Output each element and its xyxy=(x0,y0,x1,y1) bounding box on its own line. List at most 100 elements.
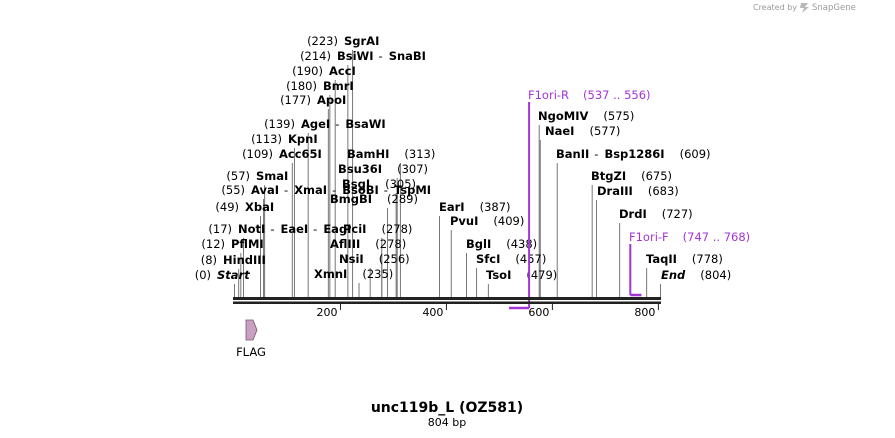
enzyme-name: End xyxy=(661,268,686,282)
enzyme-name: BsiWI xyxy=(337,49,374,63)
enzyme-name: NsiI xyxy=(339,252,364,266)
primer-name: F1ori-R xyxy=(528,88,569,102)
enzyme-name: TsoI xyxy=(486,268,511,282)
site-label: SfcI (457) xyxy=(476,252,546,266)
enzyme-name: Bsu36I xyxy=(338,162,382,176)
site-position: (307) xyxy=(397,162,428,176)
site-label: BtgZI (675) xyxy=(591,169,672,183)
enzyme-name: XmaI xyxy=(294,183,327,197)
site-position: (8) xyxy=(201,253,217,267)
site-label: (190) AccI xyxy=(292,64,356,78)
site-label: (8) HindIII xyxy=(201,253,266,267)
site-label: (177) ApoI xyxy=(280,93,346,107)
site-label: (55) AvaI - XmaI - BsoBI - TspMI xyxy=(221,183,431,197)
enzyme-name: XmnI xyxy=(314,267,347,281)
enzyme-name: ApoI xyxy=(317,93,346,107)
enzyme-name: XbaI xyxy=(245,200,274,214)
site-label: NsiI (256) xyxy=(339,252,410,266)
site-position: (190) xyxy=(292,64,323,78)
site-label: (0) Start xyxy=(195,268,251,282)
site-separator: - xyxy=(379,49,383,63)
site-position: (575) xyxy=(603,109,634,123)
enzyme-name: SfcI xyxy=(476,252,500,266)
site-position: (177) xyxy=(280,93,311,107)
enzyme-name: BmrI xyxy=(323,79,354,93)
enzyme-name: EaeI xyxy=(280,222,308,236)
map-length: 804 bp xyxy=(428,416,466,429)
feature-flag: FLAG xyxy=(236,319,266,359)
site-position: (278) xyxy=(381,222,412,236)
backbone-strand-bottom xyxy=(233,301,661,304)
enzyme-name: AflIII xyxy=(330,237,360,251)
primers: F1ori-R (537 .. 556) F1ori-F (747 .. 768) xyxy=(509,88,750,310)
enzyme-name: EagI xyxy=(323,222,351,236)
site-position: (139) xyxy=(264,117,295,131)
map-title: unc119b_L (OZ581) xyxy=(371,400,523,416)
site-position: (313) xyxy=(404,147,435,161)
enzyme-name: Start xyxy=(217,268,250,282)
enzyme-name: BanII xyxy=(556,147,589,161)
site-position: (113) xyxy=(251,132,282,146)
enzyme-name: AvaI xyxy=(251,183,279,197)
site-position: (289) xyxy=(387,192,418,206)
site-label: End (804) xyxy=(661,268,731,282)
site-label: BamHI (313) xyxy=(347,147,435,161)
enzyme-name: Acc65I xyxy=(279,147,322,161)
site-label: (17) NotI - EaeI - EagI xyxy=(208,222,351,236)
enzyme-name: HindIII xyxy=(223,253,266,267)
snapgene-logo-icon xyxy=(800,3,809,13)
site-separator: - xyxy=(594,147,598,161)
site-position: (0) xyxy=(195,268,211,282)
site-position: (55) xyxy=(221,183,245,197)
site-label: (12) PflMI xyxy=(201,237,263,251)
site-position: (778) xyxy=(692,252,723,266)
enzyme-name: BmgBI xyxy=(330,192,372,206)
site-position: (223) xyxy=(307,34,338,48)
enzyme-name: Bsp1286I xyxy=(604,147,664,161)
enzyme-name: NotI xyxy=(238,222,265,236)
site-separator: - xyxy=(335,117,339,131)
site-position: (609) xyxy=(680,147,711,161)
site-position: (457) xyxy=(515,252,546,266)
sequence-backbone xyxy=(233,297,661,304)
site-position: (727) xyxy=(662,207,693,221)
site-position: (49) xyxy=(215,200,239,214)
site-label: (180) BmrI xyxy=(286,79,354,93)
ruler-tick-label: 800 xyxy=(634,306,655,319)
enzyme-name: NaeI xyxy=(545,124,574,138)
site-label: NaeI (577) xyxy=(545,124,620,138)
features: FLAG xyxy=(236,319,266,359)
site-position: (109) xyxy=(242,147,273,161)
site-label: Bsu36I (307) xyxy=(338,162,428,176)
enzyme-name: BtgZI xyxy=(591,169,626,183)
enzyme-name: EarI xyxy=(439,200,465,214)
site-position: (305) xyxy=(385,177,416,191)
site-separator: - xyxy=(313,222,317,236)
site-separator: - xyxy=(284,183,288,197)
site-label: BmgBI (289) xyxy=(330,192,418,206)
site-label: BanII - Bsp1286I (609) xyxy=(556,147,711,161)
site-label: BglI (438) xyxy=(466,237,537,251)
enzyme-name: DraIII xyxy=(597,184,633,198)
site-position: (278) xyxy=(375,237,406,251)
site-labels: (0) Start(8) HindIII(12) PflMI(17) NotI - EaeI… xyxy=(195,34,732,282)
site-position: (804) xyxy=(700,268,731,282)
site-position: (57) xyxy=(226,169,250,183)
enzyme-name: NgoMIV xyxy=(538,109,588,123)
site-separator: - xyxy=(384,183,388,197)
enzyme-name: BsoBI xyxy=(342,183,379,197)
site-label: (109) Acc65I xyxy=(242,147,322,161)
enzyme-name: PciI xyxy=(343,222,366,236)
site-label: DrdI (727) xyxy=(619,207,693,221)
enzyme-name: SmaI xyxy=(256,169,288,183)
site-position: (438) xyxy=(506,237,537,251)
site-label: (139) AgeI - BsaWI xyxy=(264,117,386,131)
credit-brand: SnapGene xyxy=(812,3,856,13)
enzyme-name: DrdI xyxy=(619,207,647,221)
site-label: (49) XbaI xyxy=(215,200,274,214)
site-position: (17) xyxy=(208,222,232,236)
site-separator: - xyxy=(332,183,336,197)
ruler-tick-label: 200 xyxy=(316,306,337,319)
site-label: BsgI (305) xyxy=(342,177,416,191)
